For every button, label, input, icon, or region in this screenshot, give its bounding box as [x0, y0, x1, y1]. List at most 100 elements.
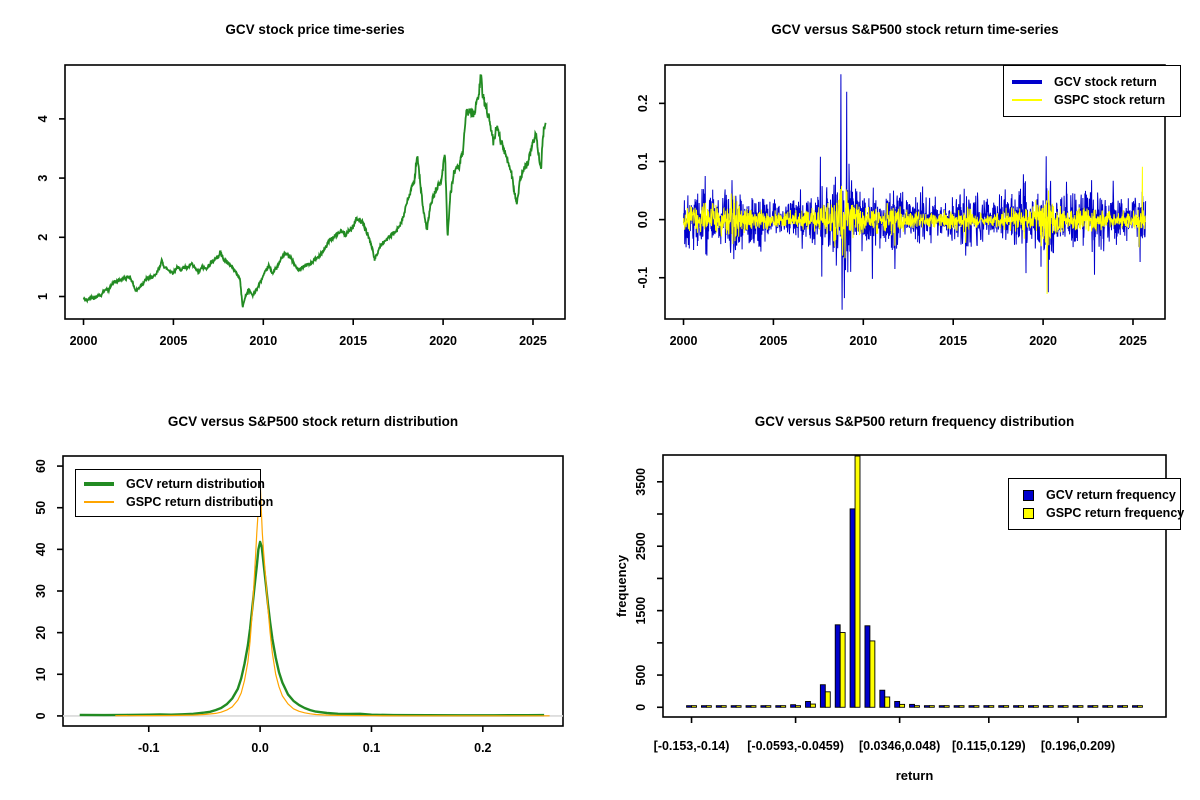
panel-return-series: GCV versus S&P500 stock return time-seri…	[600, 0, 1200, 400]
return-series-plot: 2000 2005 2010 2015 2020 2025 -0.1 0.0 0.1 0.2	[636, 64, 1166, 348]
legend-square-sample-blue	[1023, 489, 1034, 501]
y-tick-label: 1500	[634, 597, 648, 625]
histogram-bar	[824, 691, 831, 708]
x-tick-label: [-0.153,-0.14)	[654, 739, 730, 753]
legend-item-gcv-distribution: GCV return distribution	[84, 477, 265, 491]
chart-title-gcv-price: GCV stock price time-series	[225, 22, 405, 37]
histogram-bar	[968, 705, 975, 708]
histogram-bar	[745, 705, 752, 708]
legend-label: GCV stock return	[1054, 75, 1157, 89]
legend-item-gcv-return: GCV stock return	[1012, 75, 1172, 89]
x-tick-label: 2010	[249, 334, 277, 348]
histogram-bar	[869, 640, 876, 708]
histogram-bar	[1117, 705, 1124, 708]
histogram-bar	[923, 705, 930, 708]
y-tick-label: 20	[34, 626, 48, 640]
chart-title-return-series: GCV versus S&P500 stock return time-seri…	[771, 22, 1059, 37]
histogram-bar	[790, 704, 797, 708]
histogram-bar	[914, 705, 920, 708]
histogram-bar	[809, 703, 816, 708]
y-tick-label: 0.2	[636, 95, 650, 112]
x-tick-label: 0.1	[363, 741, 380, 755]
chart-title-return-frequency: GCV versus S&P500 return frequency distr…	[754, 414, 1075, 429]
y-tick-label: 0.0	[636, 211, 650, 228]
legend-line-sample-orange	[84, 501, 114, 503]
histogram-bar	[1077, 705, 1084, 708]
histogram-bar	[705, 705, 712, 708]
histogram-bar	[988, 705, 995, 708]
histogram-bar	[730, 705, 737, 708]
histogram-bar	[760, 705, 767, 708]
histogram-bar	[1137, 705, 1143, 708]
x-tick-label: 2020	[429, 334, 457, 348]
histogram-bar	[1032, 705, 1039, 708]
histogram-bar	[928, 705, 935, 708]
legend-label: GSPC return distribution	[126, 495, 274, 509]
x-tick-label: 0.2	[474, 741, 491, 755]
panel-gcv-price: GCV stock price time-series 2000 2005 2010…	[0, 0, 600, 400]
histogram-bar	[1042, 705, 1049, 708]
histogram-bar	[1102, 705, 1109, 708]
histogram-bar	[750, 705, 757, 708]
x-tick-label: [0.115,0.129)	[952, 739, 1026, 753]
y-tick-label: 30	[34, 584, 48, 598]
x-tick-label: 2005	[160, 334, 188, 348]
histogram-bar	[1013, 705, 1019, 708]
x-tick-label: 2025	[519, 334, 547, 348]
legend-line-sample-blue	[1012, 80, 1042, 84]
x-tick-label: [-0.0593,-0.0459)	[747, 739, 844, 753]
x-axis-label-return: return	[895, 768, 934, 783]
y-tick-label: 2500	[634, 532, 648, 560]
return-frequency-plot: [-0.153,-0.14) [-0.0593,-0.0459) [0.0346,0…	[634, 454, 1167, 753]
plot-box	[662, 454, 1167, 718]
histogram-bar	[938, 705, 945, 708]
histogram-bar	[1092, 705, 1099, 708]
histogram-bar	[1087, 705, 1094, 708]
histogram-bar	[884, 696, 891, 708]
histogram-bar	[1047, 705, 1054, 708]
legend-label: GSPC return frequency	[1046, 506, 1185, 520]
legend-label: GCV return frequency	[1046, 488, 1176, 502]
histogram-bar	[795, 705, 801, 708]
x-tick-label: 2020	[1029, 334, 1057, 348]
gspc-return-series	[683, 166, 1147, 295]
histogram-bar	[894, 701, 901, 708]
x-tick-label: -0.1	[138, 741, 160, 755]
histogram-bar	[973, 705, 980, 708]
legend-return-distribution: GCV return distribution GSPC return dist…	[75, 469, 273, 517]
histogram-bar	[780, 705, 787, 708]
histogram-bar	[879, 689, 886, 708]
histogram-bar	[998, 705, 1005, 708]
histogram-bar	[1018, 705, 1024, 708]
histogram-bar	[983, 705, 990, 708]
histogram-bar	[1122, 705, 1128, 708]
legend-item-gspc-return: GSPC stock return	[1012, 93, 1172, 107]
gcv-price-plot: 2000 2005 2010 2015 2020 2025 1 2 3 4	[36, 64, 566, 348]
y-axis-label-frequency: frequency	[614, 554, 629, 618]
histogram-bar	[765, 705, 772, 708]
x-tick-label: 2025	[1119, 334, 1147, 348]
legend-return-frequency: GCV return frequency GSPC return frequen…	[1008, 478, 1184, 530]
y-tick-label: 50	[34, 501, 48, 515]
histogram-bar	[839, 632, 846, 708]
histogram-bar	[1003, 705, 1010, 708]
legend-line-sample-green	[84, 482, 114, 486]
histogram-bar	[849, 508, 856, 708]
histogram-bar	[1057, 705, 1064, 708]
legend-item-gspc-frequency: GSPC return frequency	[1017, 506, 1184, 520]
x-tick-label: 2000	[70, 334, 98, 348]
legend-line-sample-yellow	[1012, 99, 1042, 101]
histogram-bar	[819, 684, 826, 708]
y-tick-label: 0	[634, 704, 648, 711]
x-tick-label: [0.0346,0.048)	[859, 739, 940, 753]
y-tick-label: 40	[34, 542, 48, 556]
y-tick-label: 500	[634, 665, 648, 686]
legend-square-sample-yellow	[1023, 507, 1034, 519]
legend-return-series: GCV stock return GSPC stock return	[1003, 65, 1181, 117]
histogram-bar	[909, 703, 915, 708]
y-tick-label: -0.1	[636, 267, 650, 289]
legend-item-gcv-frequency: GCV return frequency	[1017, 488, 1176, 502]
legend-label: GCV return distribution	[126, 477, 265, 491]
plot-box	[664, 64, 1166, 320]
